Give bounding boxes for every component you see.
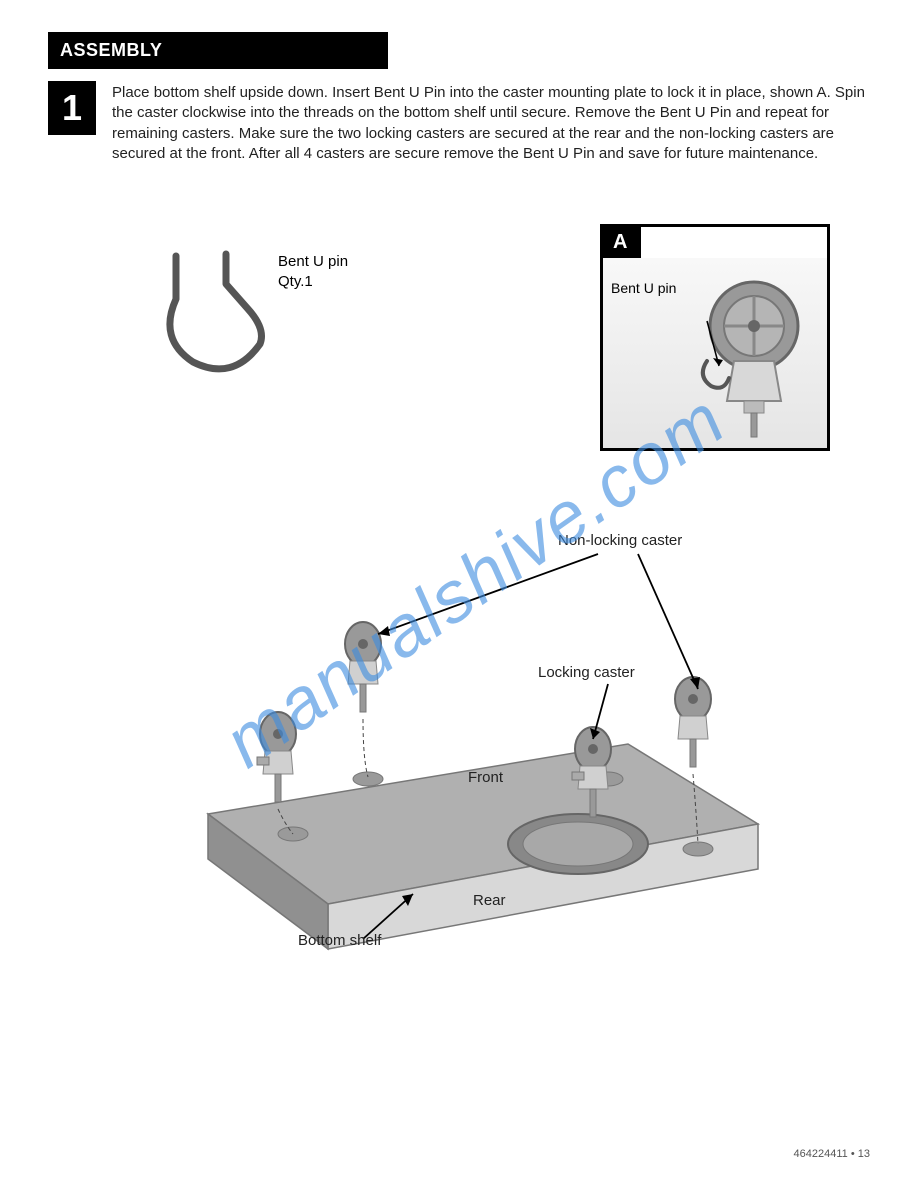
step-row: 1 Place bottom shelf upside down. Insert… <box>48 81 870 164</box>
diagram-area: Bent U pin Qty.1 A Bent U pin <box>48 224 870 984</box>
caster-detail-icon <box>679 266 819 441</box>
label-front: Front <box>468 769 503 786</box>
shelf-assembly-icon <box>138 524 818 954</box>
detail-box-a: A Bent U pin <box>600 224 830 451</box>
label-rear: Rear <box>473 892 506 909</box>
part-name: Bent U pin <box>278 252 348 272</box>
label-non-locking-caster: Non-locking caster <box>558 532 682 549</box>
section-header: ASSEMBLY <box>48 32 388 69</box>
step-number-badge: 1 <box>48 81 96 135</box>
label-bottom-shelf: Bottom shelf <box>298 932 381 949</box>
page-footer: 464224411 • 13 <box>794 1148 870 1160</box>
bent-u-pin-label: Bent U pin Qty.1 <box>278 252 348 291</box>
detail-box-body: Bent U pin <box>603 258 827 448</box>
detail-box-letter: A <box>603 227 641 258</box>
detail-box-label: Bent U pin <box>611 280 676 296</box>
bent-u-pin-icon <box>148 244 278 384</box>
main-diagram: Non-locking caster Locking caster Front … <box>138 524 818 954</box>
step-instructions: Place bottom shelf upside down. Insert B… <box>112 81 870 164</box>
part-qty: Qty.1 <box>278 272 348 292</box>
bent-u-pin-figure <box>148 244 278 389</box>
label-locking-caster: Locking caster <box>538 664 635 681</box>
